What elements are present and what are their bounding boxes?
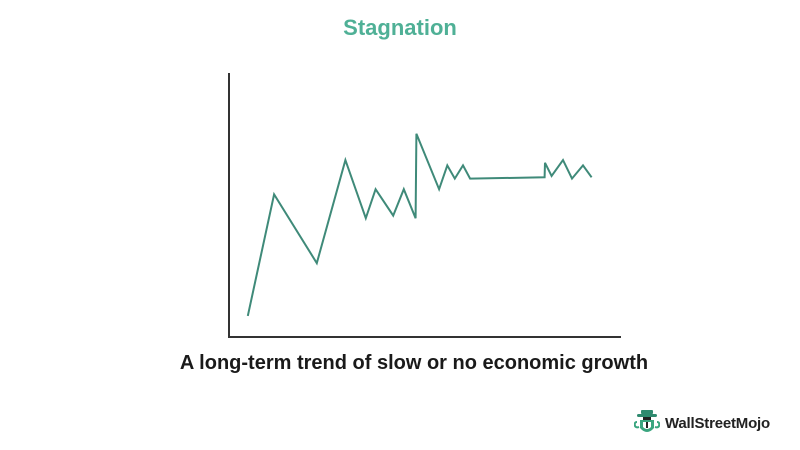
plot-area (246, 133, 593, 317)
top-hat-icon (634, 410, 660, 432)
chart-caption: A long-term trend of slow or no economic… (179, 352, 649, 374)
chart-title: Stagnation (343, 15, 457, 40)
brand-logo: WallStreetMojo (634, 408, 784, 438)
brand-name: WallStreetMojo (665, 414, 770, 432)
series-line-1 (246, 133, 593, 317)
chart-axes (228, 73, 621, 338)
